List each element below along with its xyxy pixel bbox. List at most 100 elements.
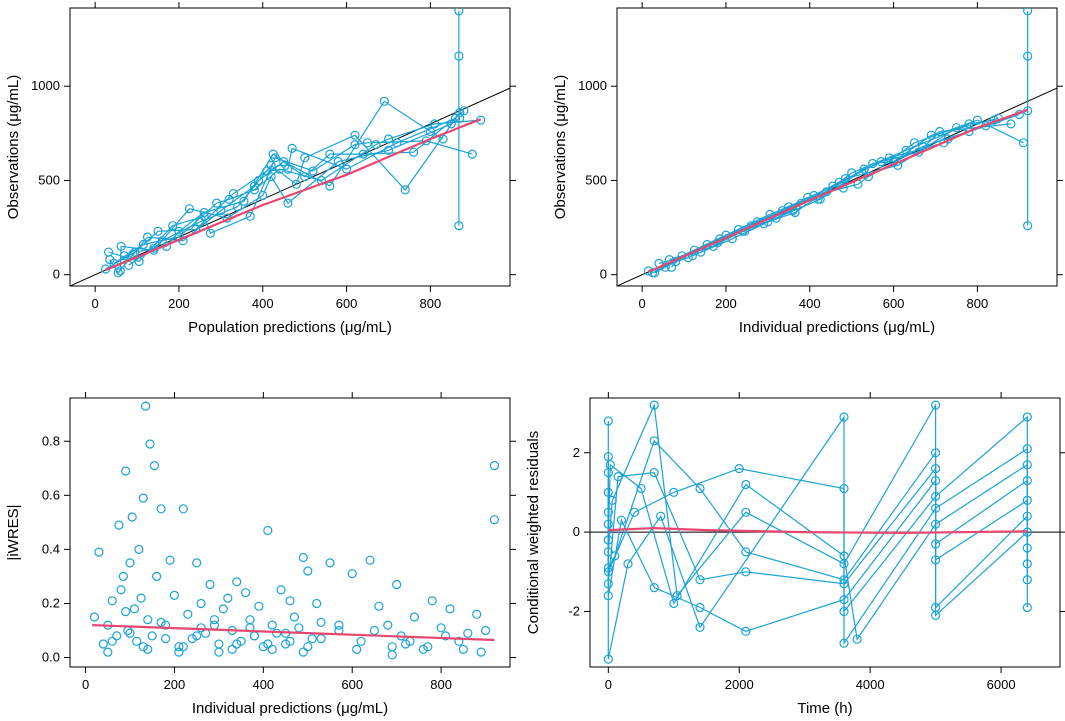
plot-frame [616,7,1058,287]
x-tick-label: 6000 [987,677,1016,692]
outlier-point [454,221,464,231]
data-point [152,571,162,582]
data-point [303,566,313,576]
data-point [187,633,197,644]
y-axis-title: Observations (μg/mL) [5,75,22,220]
data-point [245,615,255,625]
data-point [199,211,209,221]
data-point [418,644,428,655]
y-tick-label: 0.2 [42,595,60,610]
data-point [629,507,640,517]
y-tick-label: 0.8 [42,433,60,448]
x-axis-title: Individual predictions (μg/mL) [192,700,388,717]
data-point [649,436,659,446]
panel-dv-vs-pred: 0 200 400 600 800 0 500 1000 Population predicti… [5,2,516,336]
data-point [107,636,117,646]
x-tick-label: 200 [168,296,190,311]
data-point [138,493,148,503]
plot-area [89,401,499,660]
data-point [839,606,849,617]
data-point [285,596,295,606]
data-point [289,612,299,622]
data-point [1022,511,1032,521]
subject-line [113,119,481,264]
data-point [935,126,945,137]
data-point [383,134,394,144]
data-point [387,642,397,652]
data-point [174,226,184,236]
y-tick-label: 500 [585,172,607,187]
subject-line [607,415,1028,660]
data-point [603,579,613,589]
data-point [300,172,310,182]
data-point [174,642,184,652]
data-point [1022,412,1032,422]
data-point [930,491,941,501]
data-point [1022,475,1032,486]
data-point [972,115,983,125]
data-point [291,179,301,189]
data-point [199,207,209,218]
data-point [325,558,335,568]
data-point [107,596,117,606]
data-point [741,567,751,577]
data-point [427,596,437,606]
data-point [263,525,273,536]
data-point [605,460,615,470]
data-point [134,256,144,267]
data-point [423,642,433,652]
data-point [383,145,394,155]
data-point [430,119,440,129]
x-tick-label: 600 [883,296,905,311]
data-point [741,547,751,557]
data-point [467,149,477,159]
data-point [298,647,308,657]
data-point [840,174,851,184]
panel-iwres-vs-ipred: 0 200 400 600 800 0.0 0.2 0.4 0.6 0.8 Individual p… [5,392,516,717]
data-point [233,202,243,212]
data-point [125,628,135,638]
y-tick-label: 0.6 [42,487,60,502]
data-point [127,512,137,522]
data-point [387,650,397,660]
data-point [847,168,857,178]
y-tick-label: 0 [573,524,580,539]
data-point [1022,495,1032,505]
data-point [249,181,259,191]
data-point [130,247,140,257]
x-tick-label: 800 [430,677,452,692]
data-point [603,416,613,426]
data-point [153,226,163,236]
data-point [241,588,251,598]
data-point [603,507,613,517]
x-tick-label: 0 [82,677,89,692]
data-point [859,164,869,174]
data-point [926,130,936,140]
data-point [1022,444,1032,454]
data-point [312,598,322,609]
x-tick-label: 2000 [725,677,754,692]
data-point [649,468,659,478]
data-point [300,153,310,163]
data-point [258,190,268,201]
data-point [741,479,751,490]
y-axis-title: Conditional weighted residuals [525,431,542,634]
data-point [365,555,375,565]
data-point [741,626,751,636]
data-point [481,625,491,636]
data-point [232,639,242,649]
data-point [603,535,613,545]
data-point [867,158,878,169]
outlier-point [1023,51,1033,61]
data-point [669,487,679,497]
data-point [254,601,264,611]
data-point [909,138,920,148]
data-point [603,563,613,573]
outlier-point [454,8,464,16]
y-tick-label: 0 [600,267,607,282]
outlier-point [1023,221,1033,231]
data-point [603,654,613,664]
data-point [455,113,465,123]
y-tick-label: 0.4 [42,541,60,556]
